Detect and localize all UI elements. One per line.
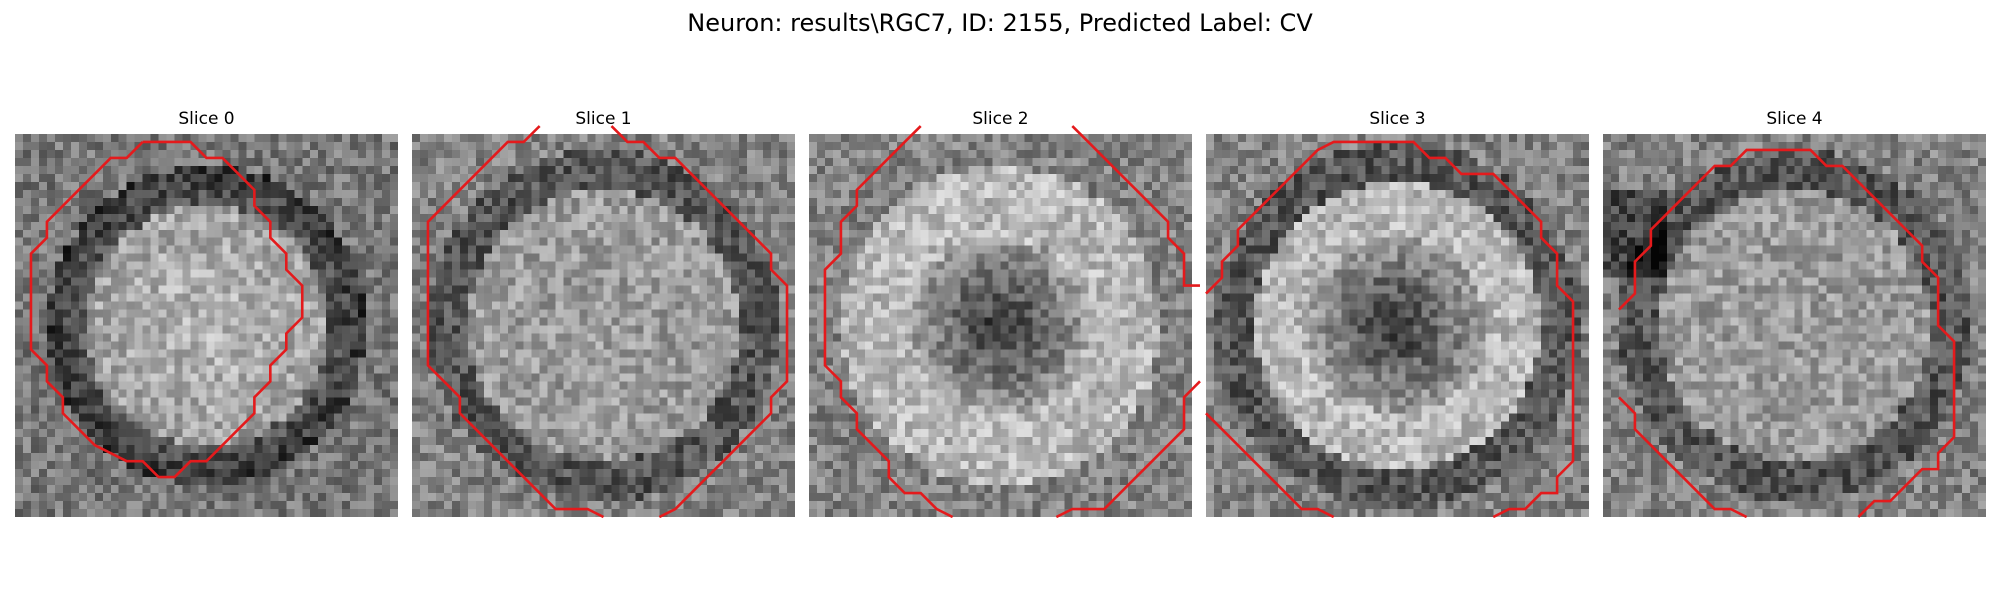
- slice-title: Slice 0: [15, 108, 398, 130]
- slice-image: [1603, 134, 1986, 517]
- slice-image: [1206, 134, 1589, 517]
- figure-title: Neuron: results\RGC7, ID: 2155, Predicte…: [0, 8, 2000, 38]
- slice-title: Slice 4: [1603, 108, 1986, 130]
- slice-title: Slice 1: [412, 108, 795, 130]
- slice-image: [809, 134, 1192, 517]
- slice-title: Slice 3: [1206, 108, 1589, 130]
- slice-title: Slice 2: [809, 108, 1192, 130]
- slice-image: [412, 134, 795, 517]
- slice-image: [15, 134, 398, 517]
